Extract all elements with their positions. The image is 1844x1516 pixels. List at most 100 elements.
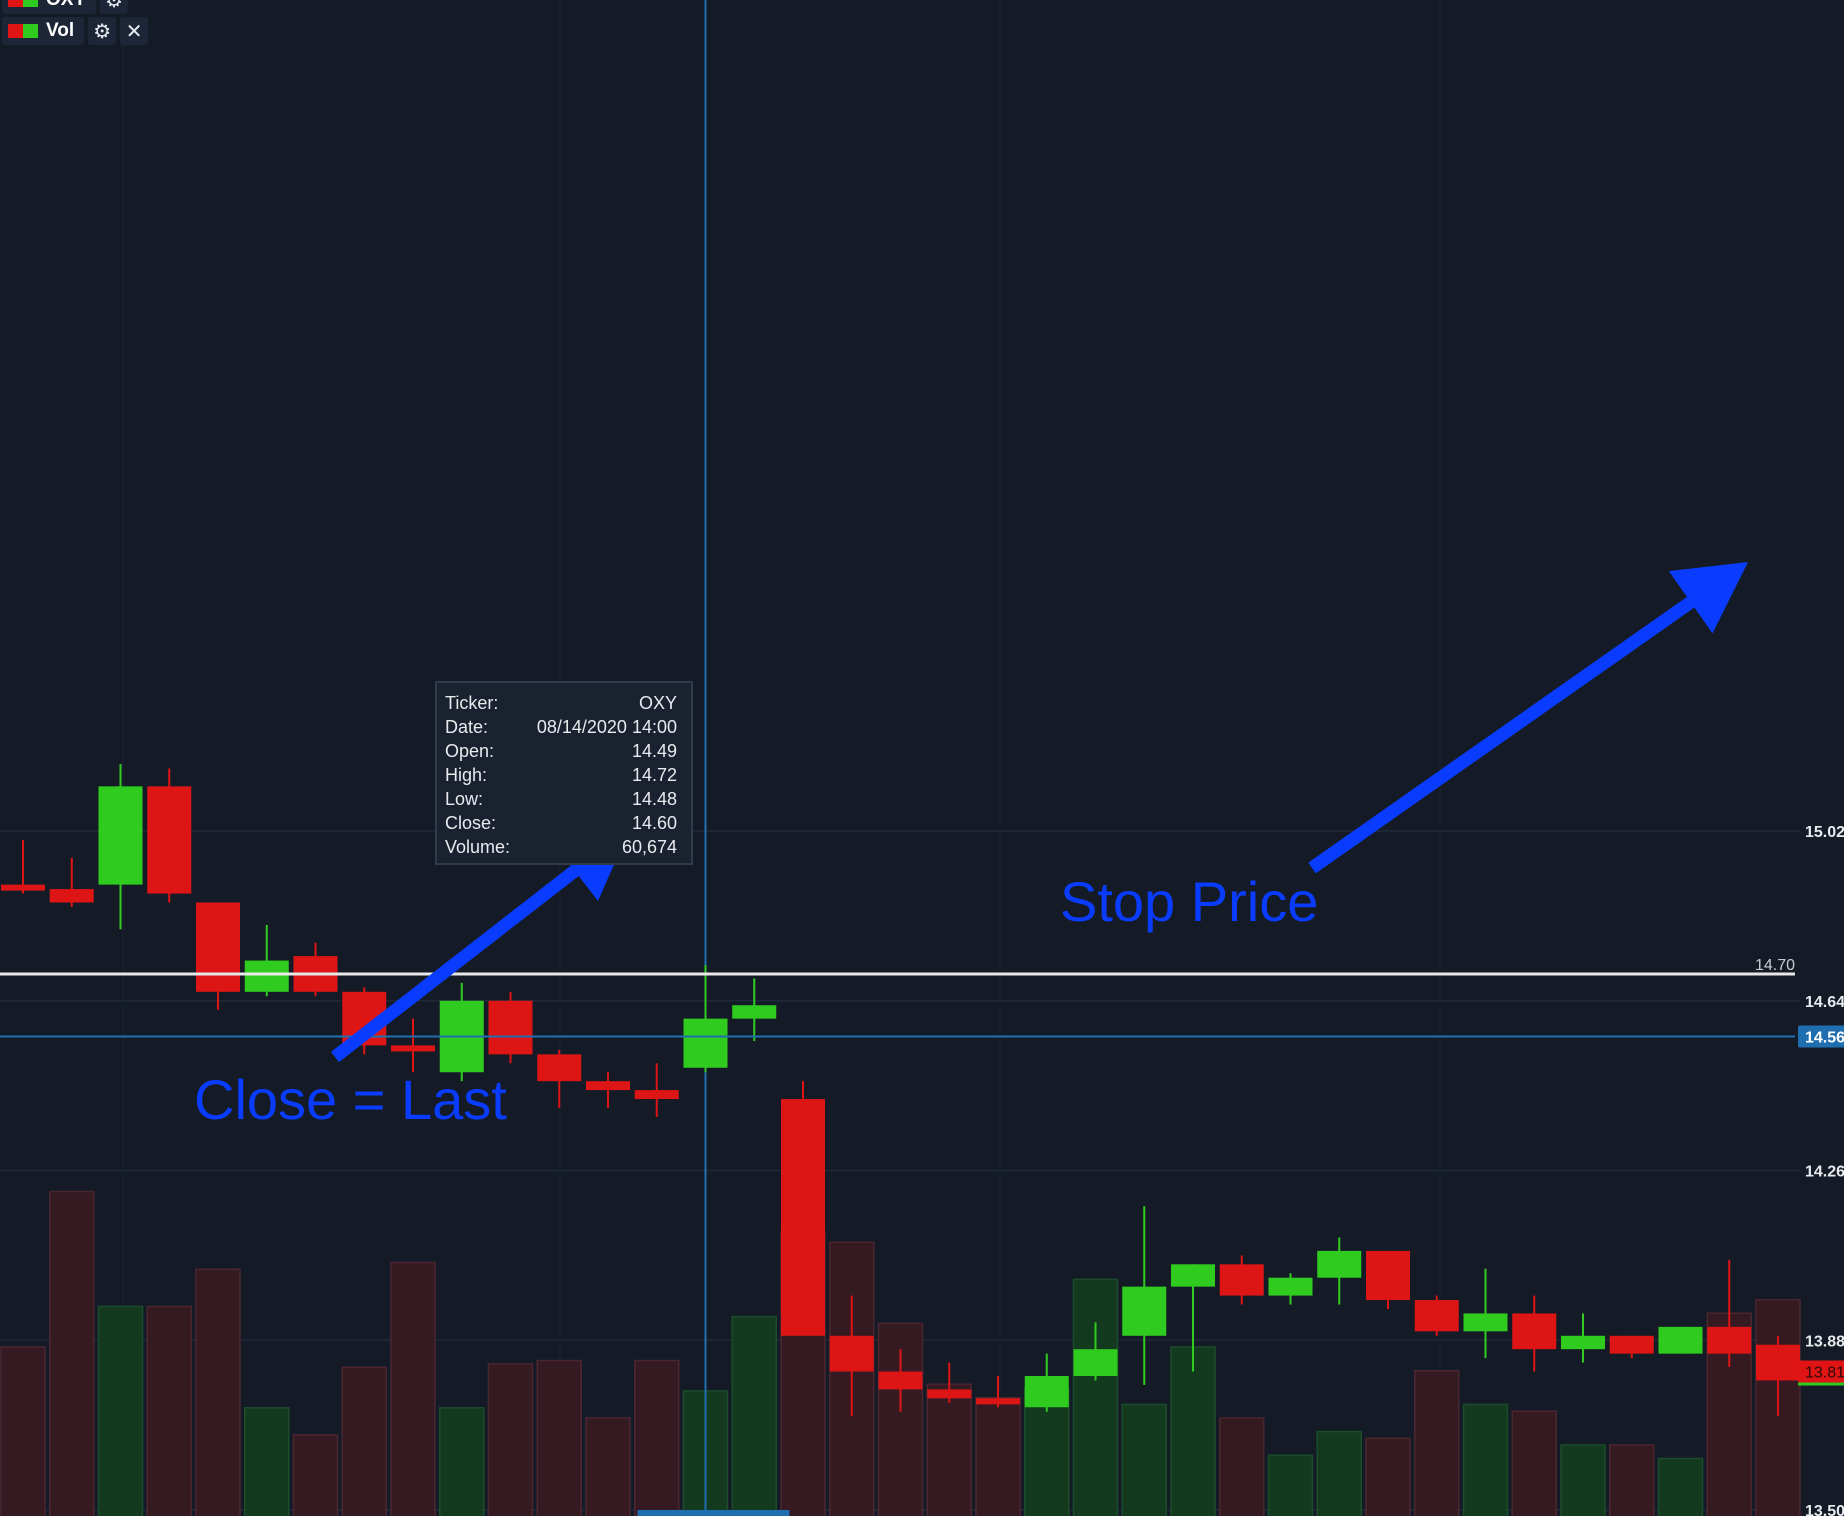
legend-volume-chip[interactable]: Vol — [2, 17, 85, 45]
candle-body — [1366, 1250, 1410, 1301]
volume-bar — [439, 1407, 485, 1516]
candle-body — [829, 1335, 874, 1372]
candle-body — [1, 884, 45, 891]
candle-body — [488, 1000, 533, 1055]
close-icon[interactable]: ✕ — [120, 17, 149, 45]
volume-bar — [1657, 1457, 1704, 1516]
tooltip-value: OXY — [638, 693, 677, 713]
candle-body — [878, 1371, 923, 1390]
candle-body — [1317, 1250, 1362, 1278]
stop-price-arrow-shaft — [1308, 596, 1695, 874]
candle-body — [634, 1090, 679, 1100]
volume-bar — [97, 1305, 144, 1516]
ticker-color-swatch — [8, 0, 38, 7]
tooltip-label: Low: — [445, 789, 484, 809]
gear-icon[interactable]: ⚙ — [100, 0, 129, 14]
volume-bar — [1560, 1444, 1606, 1516]
price-tick-label: 13.88 — [1805, 1333, 1844, 1350]
close-last-annotation: Close = Last — [194, 1068, 507, 1131]
tooltip-value: 14.60 — [631, 813, 677, 833]
volume-bar — [1511, 1410, 1557, 1516]
stop-price-annotation: Stop Price — [1060, 870, 1319, 933]
candle-body — [1219, 1264, 1264, 1296]
volume-bar — [341, 1366, 387, 1516]
candle-body — [1512, 1313, 1557, 1350]
volume-bar — [244, 1407, 290, 1516]
tooltip-label: Close: — [445, 813, 497, 833]
candle-body — [1561, 1335, 1605, 1350]
volume-bar — [1316, 1430, 1362, 1516]
tooltip-value: 60,674 — [621, 837, 677, 857]
candle-body — [1171, 1264, 1215, 1287]
volume-bar — [1462, 1403, 1509, 1516]
close-last-arrow-shaft — [331, 865, 579, 1063]
crosshair-x-marker — [637, 1510, 790, 1516]
crosshair-price-label: 14.56 — [1805, 1029, 1844, 1046]
candle-body — [1756, 1344, 1800, 1381]
candle-body — [683, 1018, 728, 1068]
candle-body — [98, 786, 143, 885]
crosshair-price-badge — [1798, 1025, 1844, 1048]
volume-bar — [634, 1359, 680, 1516]
tooltip-value: 14.48 — [631, 789, 677, 809]
volume-bar — [1170, 1346, 1216, 1516]
volume-bar — [1414, 1369, 1460, 1516]
candle-body — [1122, 1286, 1167, 1336]
candle-body — [391, 1045, 435, 1052]
candle-body — [196, 902, 240, 992]
volume-color-swatch — [8, 24, 38, 38]
volume-bar — [195, 1268, 241, 1516]
volume-bar — [390, 1261, 436, 1516]
crosshair-vertical — [637, 0, 790, 1516]
price-tick-label: 13.50 — [1805, 1503, 1844, 1516]
tooltip-value: 14.49 — [631, 741, 677, 761]
legend-volume: Vol ⚙ ✕ — [2, 17, 149, 45]
volume-bar — [487, 1363, 534, 1516]
stop-price-label: 14.70 — [1755, 957, 1795, 974]
legend-ticker-chip[interactable]: OXY — [2, 0, 97, 14]
candle-body — [781, 1099, 825, 1336]
candle-body — [1024, 1375, 1069, 1408]
volume-bar — [1072, 1278, 1119, 1516]
ohlc-tooltip: Ticker: OXY Date: 08/14/2020 14:00 Open: 14.4… — [435, 681, 693, 865]
price-tick-label: 15.02 — [1805, 824, 1844, 841]
volume-bar — [1267, 1454, 1314, 1516]
last-price-badge-underline — [1798, 1382, 1844, 1386]
price-lines — [0, 972, 1795, 1038]
legend-ticker-label: OXY — [46, 0, 86, 11]
tooltip-label: High: — [445, 765, 488, 785]
volume-bar — [1219, 1417, 1265, 1516]
volume-bar — [1121, 1403, 1167, 1516]
tooltip-value: 08/14/2020 14:00 — [536, 717, 677, 737]
tooltip-row: Close: 14.60 — [445, 811, 677, 835]
last-price-badge — [1798, 1360, 1844, 1383]
volume-bar — [1365, 1437, 1411, 1516]
candle-body — [1073, 1349, 1118, 1376]
candle-body — [49, 889, 94, 903]
candle-body — [147, 786, 192, 894]
tooltip-row: Open: 14.49 — [445, 739, 677, 763]
volume-bar — [292, 1434, 339, 1516]
tooltip-row: Low: 14.48 — [445, 787, 677, 811]
candle-body — [927, 1389, 972, 1399]
volume-bar — [975, 1396, 1021, 1516]
candle-body — [976, 1398, 1020, 1405]
volume-bar — [536, 1359, 582, 1516]
legend-ticker: OXY ⚙ — [2, 0, 129, 14]
candle-body — [1268, 1277, 1313, 1296]
volume-bar — [731, 1315, 777, 1516]
tooltip-value: 14.72 — [631, 765, 677, 785]
candle-body — [537, 1054, 582, 1082]
tooltip-label: Open: — [445, 741, 495, 761]
candle-body — [732, 1005, 777, 1019]
candle-body — [1463, 1313, 1508, 1332]
tooltip-row: Volume: 60,674 — [445, 835, 677, 859]
tooltip-label: Volume: — [445, 837, 511, 857]
gear-icon[interactable]: ⚙ — [88, 17, 117, 45]
volume-bar — [0, 1346, 46, 1516]
tooltip-row: High: 14.72 — [445, 763, 677, 787]
volume-bar — [926, 1383, 972, 1516]
volume-bar — [1609, 1444, 1655, 1516]
